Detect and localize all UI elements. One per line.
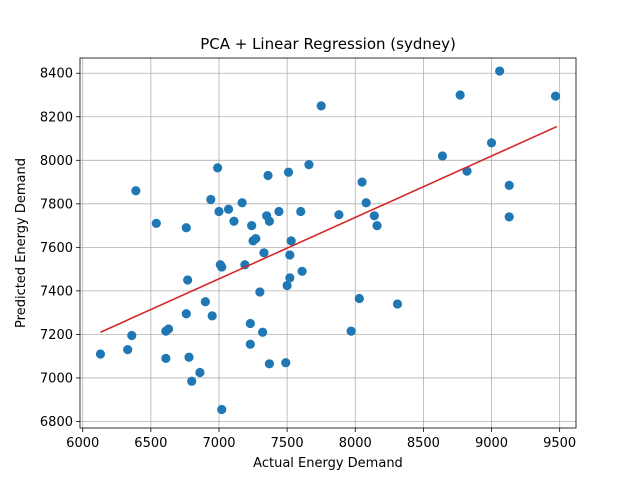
data-point — [240, 260, 250, 270]
data-point — [181, 223, 191, 233]
data-point — [372, 220, 382, 231]
data-point — [264, 216, 275, 226]
data-point — [285, 250, 295, 260]
data-point — [223, 204, 234, 214]
data-point — [123, 345, 133, 355]
data-point — [504, 180, 514, 190]
data-point — [283, 167, 294, 177]
data-point — [206, 194, 216, 205]
data-point — [504, 212, 514, 222]
y-tick-label: 7600 — [40, 241, 73, 256]
data-point — [361, 198, 371, 208]
y-tick-label: 7000 — [40, 371, 73, 386]
y-tick-label: 8000 — [40, 154, 73, 169]
x-tick-label: 8500 — [407, 436, 440, 451]
x-tick-label: 9000 — [475, 436, 508, 451]
data-point — [187, 376, 197, 386]
data-point — [151, 218, 161, 229]
data-point — [264, 359, 275, 369]
y-tick-label: 8200 — [40, 110, 73, 125]
y-tick-label: 7400 — [40, 284, 73, 299]
data-point — [257, 327, 268, 337]
data-point — [392, 299, 403, 309]
data-point — [281, 358, 291, 368]
data-point — [245, 339, 255, 349]
fit-layer — [100, 125, 558, 333]
data-point — [316, 101, 326, 111]
data-point — [346, 326, 356, 336]
data-point — [181, 309, 191, 319]
x-tick-label: 8000 — [339, 436, 372, 451]
data-point — [286, 236, 296, 246]
data-point — [296, 206, 306, 217]
data-point — [369, 211, 379, 221]
data-point — [217, 404, 227, 415]
data-point — [163, 324, 174, 334]
data-point — [285, 273, 295, 283]
x-tick-label: 7000 — [202, 436, 235, 451]
data-point — [455, 90, 465, 100]
x-tick-label: 7500 — [271, 436, 304, 451]
data-point — [274, 206, 284, 217]
chart-title: PCA + Linear Regression (sydney) — [200, 35, 456, 53]
data-point — [304, 160, 314, 170]
x-tick-label: 9500 — [543, 436, 576, 451]
ticks-layer: 6000 6500 7000 7500 8000 8500 9000 9500 6800 7000… — [40, 67, 576, 451]
data-point — [237, 198, 247, 208]
data-point — [207, 311, 217, 321]
data-point — [127, 330, 137, 341]
points-layer — [95, 66, 561, 415]
data-point — [282, 280, 292, 291]
data-point — [255, 287, 265, 297]
data-point — [245, 318, 255, 329]
data-point — [263, 170, 273, 181]
data-point — [437, 151, 448, 161]
y-tick-label: 6800 — [40, 415, 73, 430]
plot-frame — [79, 57, 577, 429]
data-point — [354, 293, 364, 304]
x-tick-label: 6000 — [66, 436, 99, 451]
data-point — [217, 262, 227, 272]
data-point — [200, 297, 210, 307]
y-tick-label: 7200 — [40, 328, 73, 343]
data-point — [357, 177, 367, 187]
data-point — [214, 206, 224, 217]
data-point — [184, 352, 194, 362]
data-point — [259, 248, 269, 258]
data-point — [161, 353, 171, 363]
data-point — [131, 186, 141, 196]
data-point — [334, 210, 344, 220]
data-point — [183, 275, 193, 285]
data-point — [95, 349, 106, 359]
y-tick-label: 7800 — [40, 197, 73, 212]
grid-layer — [80, 58, 576, 428]
data-point — [229, 216, 239, 226]
data-point — [486, 138, 497, 148]
x-axis-label: Actual Energy Demand — [253, 456, 403, 471]
regression-line — [100, 125, 558, 333]
data-point — [247, 220, 257, 231]
x-tick-label: 6500 — [134, 436, 167, 451]
data-point — [251, 234, 261, 244]
data-point — [495, 66, 505, 76]
data-point — [213, 163, 223, 173]
y-axis-label: Predicted Energy Demand — [14, 158, 29, 328]
y-tick-label: 8400 — [40, 67, 73, 82]
data-point — [550, 91, 561, 101]
data-point — [297, 266, 307, 276]
data-point — [195, 367, 205, 378]
